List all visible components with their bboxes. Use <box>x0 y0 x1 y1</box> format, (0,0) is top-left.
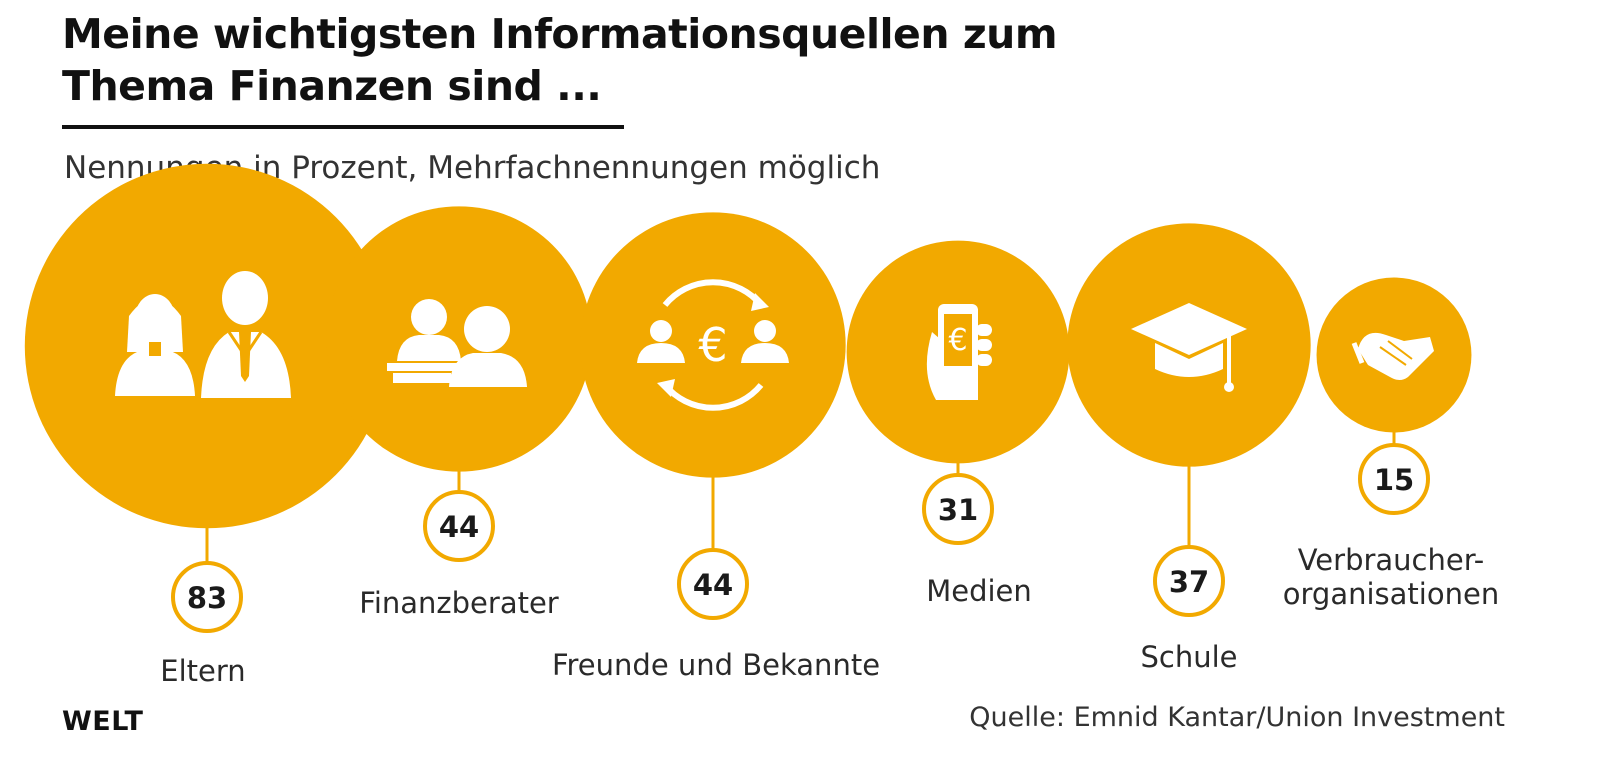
chart-title: Meine wichtigsten Informationsquellen zu… <box>62 8 1058 112</box>
graduation-cap-icon <box>1131 303 1247 392</box>
bubble-item: 83 Eltern <box>24 163 390 688</box>
category-label: Verbraucher-organisationen <box>1283 543 1499 611</box>
welt-logo: WELT <box>62 706 144 737</box>
title-line-2: Thema Finanzen sind ... <box>62 62 602 110</box>
value-badge <box>677 548 749 620</box>
category-label: Eltern <box>160 654 245 688</box>
value-badge <box>922 473 994 545</box>
source-note: Quelle: Emnid Kantar/Union Investment <box>969 702 1505 733</box>
bubble-item: 15 Verbraucher-organisationen <box>1283 277 1499 611</box>
value-bubble <box>24 163 390 529</box>
title-underline <box>62 125 624 129</box>
value-badge <box>171 561 243 633</box>
category-label: Schule <box>1140 640 1237 674</box>
data-label: 37 <box>1169 565 1209 599</box>
title-line-1: Meine wichtigsten Informationsquellen zu… <box>62 10 1058 58</box>
data-label: 44 <box>439 510 479 544</box>
value-bubble <box>580 212 846 478</box>
phone-euro-icon: € <box>926 304 992 400</box>
value-badge <box>1153 545 1225 617</box>
data-label: 83 <box>187 581 227 615</box>
parents-icon <box>115 271 291 398</box>
category-label: Medien <box>926 574 1032 608</box>
bubble-item: €44 Freunde und Bekannte <box>552 212 880 682</box>
bubble-item: €31 Medien <box>846 240 1070 608</box>
data-label: 44 <box>693 568 733 602</box>
value-bubble <box>326 206 592 472</box>
category-label: Freunde und Bekannte <box>552 648 880 682</box>
handshake-icon <box>1351 332 1434 380</box>
value-badge <box>423 490 495 562</box>
data-label: 15 <box>1374 463 1414 497</box>
bubble-item: 44 Finanzberater <box>326 206 592 620</box>
advisor-icon <box>387 299 527 387</box>
bubble-item: 37 Schule <box>1067 223 1311 674</box>
category-label: Finanzberater <box>359 586 559 620</box>
svg-text:€: € <box>698 318 727 372</box>
data-label: 31 <box>938 493 978 527</box>
value-badge <box>1358 443 1430 515</box>
svg-text:€: € <box>948 323 967 358</box>
friends-euro-icon: € <box>637 279 789 411</box>
